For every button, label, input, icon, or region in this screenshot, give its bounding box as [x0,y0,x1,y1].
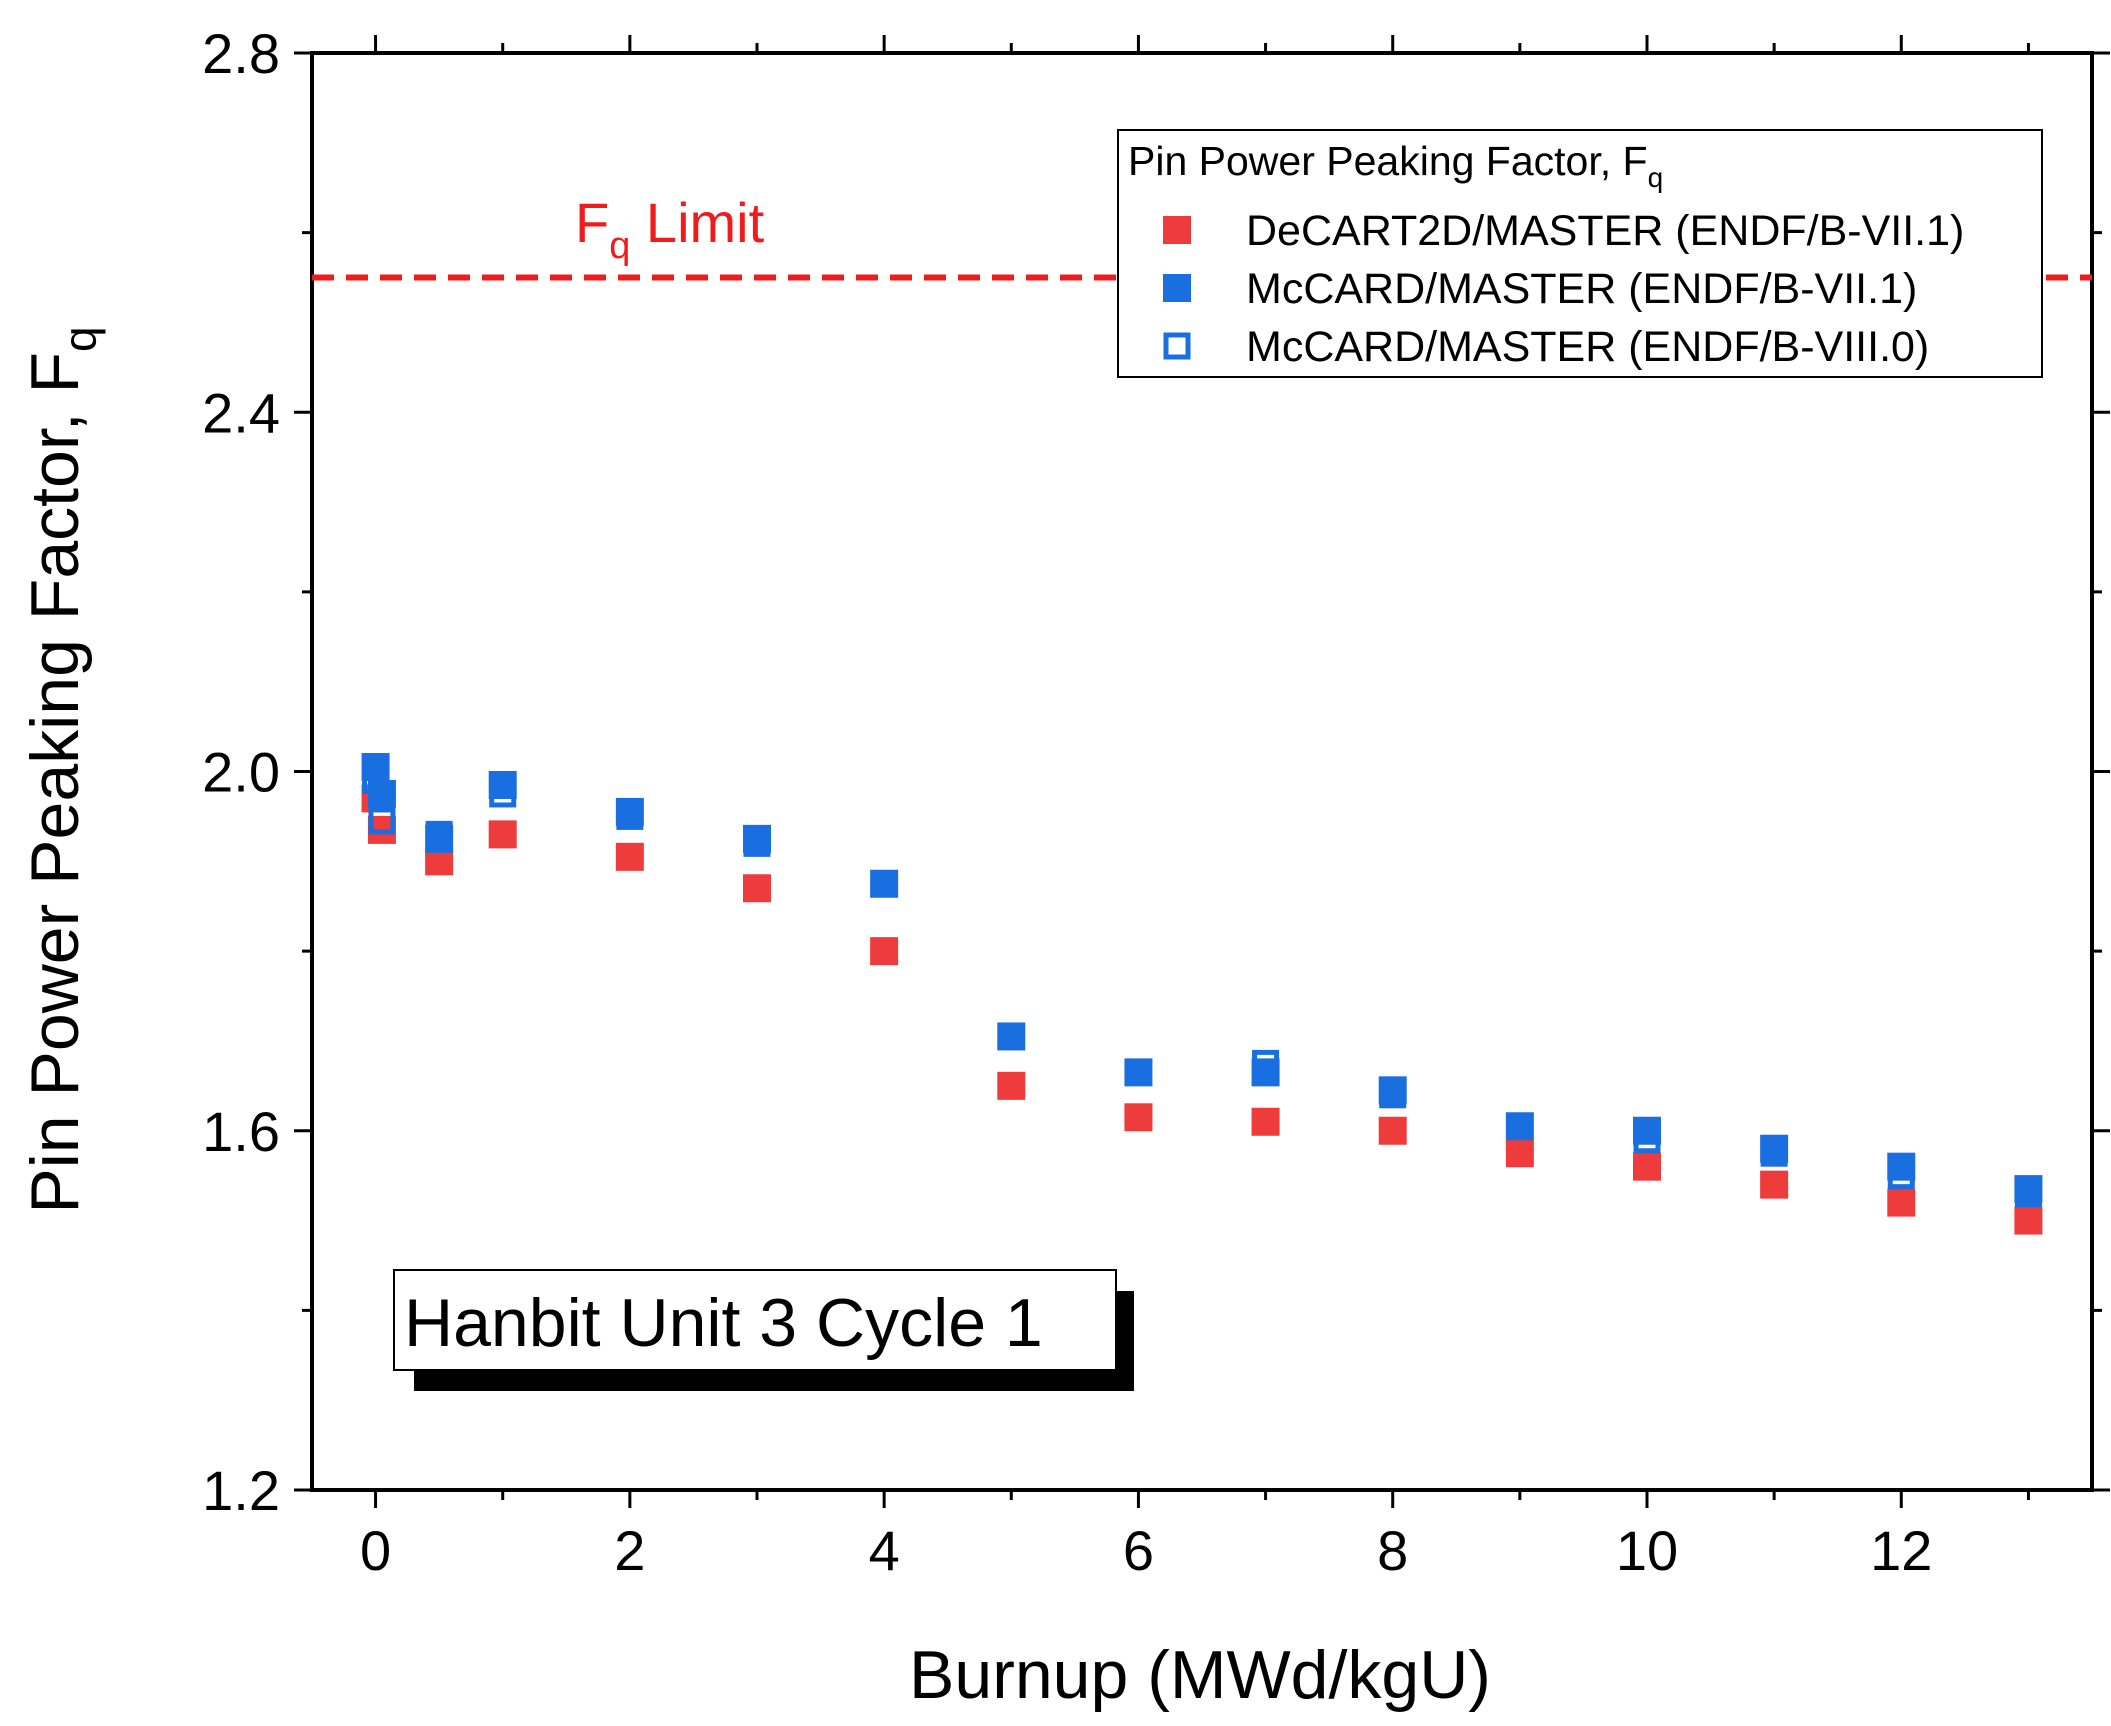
point-series-2 [425,820,453,848]
legend-marker-mccard-viii [1163,332,1191,360]
x-tick-label: 4 [869,1519,900,1582]
x-tick-label: 12 [1870,1519,1932,1582]
point-series-0 [1251,1107,1280,1136]
point-series-0 [870,937,899,966]
y-axis-label-main: Pin Power Peaking Factor, F [17,352,93,1214]
y-tick-label: 2.8 [202,22,280,85]
point-series-2 [1124,1058,1152,1086]
x-tick-label: 6 [1123,1519,1154,1582]
point-series-2 [1760,1139,1788,1167]
x-axis-label: Burnup (MWd/kgU) [909,1637,1491,1713]
point-series-2 [616,802,644,830]
point-series-2 [1252,1049,1280,1077]
point-series-2 [489,780,517,808]
limit-label: Fq Limit [575,191,765,267]
legend-title-sub: q [1648,162,1664,193]
y-tick-label: 1.6 [202,1100,280,1163]
point-series-0 [615,842,644,871]
legend-box [1117,129,2043,378]
legend: Pin Power Peaking Factor, Fq DeCART2D/MA… [1117,129,2043,378]
point-series-0 [2014,1206,2043,1235]
point-series-2 [870,870,898,898]
point-series-0 [997,1071,1026,1100]
point-series-0 [1378,1116,1407,1145]
point-series-2 [997,1022,1025,1050]
point-series-0 [1887,1188,1916,1217]
limit-label-main: F [575,191,609,254]
point-series-0 [488,820,517,849]
point-series-0 [1124,1103,1153,1132]
y-tick-label: 2.4 [202,381,280,444]
point-series-0 [1760,1170,1789,1199]
y-tick-label: 2.0 [202,741,280,804]
point-series-2 [1633,1126,1661,1154]
point-series-0 [1633,1152,1661,1181]
point-series-2 [1379,1081,1407,1109]
annotation-box: Hanbit Unit 3 Cycle 1 [393,1269,1134,1391]
limit-label-rest: Limit [630,191,764,254]
point-series-0 [1505,1139,1534,1168]
y-axis-label: Pin Power Peaking Factor, Fq [17,326,106,1213]
legend-marker-mccard-vii [1163,274,1191,302]
point-series-2 [1506,1112,1534,1140]
point-series-2 [362,766,390,794]
x-tick-label: 0 [360,1519,391,1582]
legend-marker-decart [1163,216,1191,244]
legend-label-mccard-vii: McCARD/MASTER (ENDF/B-VII.1) [1246,265,1917,313]
point-series-2 [743,829,771,857]
y-axis-label-sub: q [54,326,106,352]
point-series-2 [2014,1180,2042,1208]
x-tick-label: 8 [1377,1519,1408,1582]
legend-label-decart: DeCART2D/MASTER (ENDF/B-VII.1) [1246,207,1964,255]
point-series-2 [1887,1162,1915,1190]
limit-label-sub: q [609,225,630,267]
legend-title-main: Pin Power Peaking Factor, F [1128,138,1648,184]
annotation-frame [393,1269,1117,1371]
legend-title: Pin Power Peaking Factor, Fq [1128,138,1663,193]
axis-ticks: 0 2 4 6 8 10 12 1.2 1.6 2.0 2.4 2.8 [202,22,2110,1582]
annotation-text: Hanbit Unit 3 Cycle 1 [404,1285,1043,1361]
x-tick-label: 2 [614,1519,645,1582]
y-tick-label: 1.2 [202,1459,280,1522]
point-series-2 [368,807,396,835]
legend-label-mccard-viii: McCARD/MASTER (ENDF/B-VIII.0) [1246,323,1929,371]
data-points [361,753,2043,1235]
point-series-0 [743,874,771,903]
x-tick-label: 10 [1616,1519,1678,1582]
